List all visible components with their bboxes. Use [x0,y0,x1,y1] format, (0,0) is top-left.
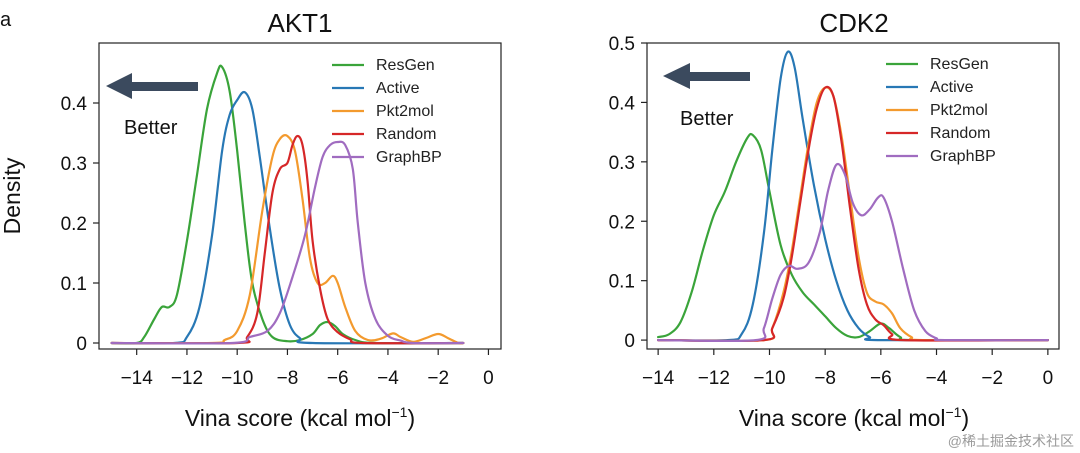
x-tick-label: −14 [121,368,154,389]
series-line-graphbp [110,140,465,345]
x-tick-label: −2 [981,368,1003,389]
y-tick-label: 0.2 [61,214,87,235]
better-label: Better [680,108,734,130]
arrow-shaft [682,72,750,81]
legend-label: ResGen [376,57,435,74]
x-axis-label-exponent: −1 [946,404,962,420]
series-line-random [657,85,1049,343]
legend-label: Pkt2mol [376,103,434,120]
legend-label: GraphBP [376,149,442,166]
legend-label: Active [930,79,974,96]
x-axis-label-main: Vina score (kcal mol [739,405,946,431]
y-tick-label: 0.2 [609,212,635,233]
x-axis-label-main: Vina score (kcal mol [185,405,392,431]
x-tick-label: −8 [277,368,299,389]
x-tick-label: −10 [753,368,785,389]
legend-label: Random [376,126,436,143]
y-axis: 0 0.1 0.2 0.3 0.4 0.5 [609,34,647,352]
y-tick-label: 0.3 [61,154,87,175]
plot-frame [646,42,1060,350]
legend-label: Pkt2mol [930,102,988,119]
x-tick-label: −8 [814,368,836,389]
better-label: Better [124,117,178,139]
x-axis: −14 −12 −10 −8 −6 −4 −2 0 [121,349,494,389]
legend-label: Active [376,80,420,97]
x-tick-label: −6 [327,368,349,389]
x-axis-label-close: ) [407,405,415,431]
x-axis-label: Vina score (kcal mol−1) [185,404,415,431]
chart-panel-akt1: AKT1 0 0.1 0.2 0.3 0.4 −14 −12 −10 −8 −6 −4 −2 0 Re… [0,8,502,431]
series-line-graphbp [657,162,1049,343]
x-tick-label: −2 [427,368,449,389]
x-tick-label: 0 [483,368,494,389]
series-line-active [657,50,1049,342]
watermark: @稀土掘金技术社区 [948,433,1074,449]
x-axis-label-close: ) [961,405,969,431]
x-tick-label: −6 [870,368,892,389]
x-tick-label: −12 [698,368,730,389]
y-tick-label: 0.1 [61,274,87,295]
better-arrow: Better [106,73,198,139]
x-tick-label: −4 [926,368,948,389]
legend-label: GraphBP [930,148,996,165]
plot-frame [98,42,502,350]
series-line-active [110,90,465,345]
series-line-resgen [110,64,465,345]
chart-title: AKT1 [267,8,332,38]
legend-label: Random [930,125,990,142]
x-tick-label: −10 [221,368,253,389]
panel-letter: a [0,9,12,31]
x-tick-label: −14 [642,368,675,389]
series-lines [110,64,465,345]
y-tick-label: 0.4 [61,94,88,115]
chart-title: CDK2 [819,8,888,38]
y-tick-label: 0.3 [609,153,635,174]
series-line-random [110,134,465,345]
y-tick-label: 0.1 [609,272,635,293]
better-arrow: Better [663,63,750,130]
y-tick-label: 0.5 [609,34,635,55]
x-axis-label-exponent: −1 [392,404,408,420]
chart-panel-cdk2: CDK2 00.10.20.30.40.5 −14 −12 −10 −8 −6 −4 −2 0… [609,8,1060,431]
arrow-shaft [124,82,198,91]
legend-label: ResGen [930,56,989,73]
legend: ResGen Active Pkt2mol Random GraphBP [332,57,442,166]
x-axis: −14 −12 −10 −8 −6 −4 −2 0 [642,349,1053,389]
x-tick-label: −12 [171,368,203,389]
y-tick-label: 0 [624,331,635,352]
y-tick-label: 0 [76,334,87,355]
legend: ResGen Active Pkt2mol Random GraphBP [886,56,996,165]
arrow-head-icon [663,63,690,89]
y-axis-label: Density [0,157,25,234]
series-lines [657,50,1049,343]
x-axis-label: Vina score (kcal mol−1) [739,404,969,431]
x-tick-label: −4 [377,368,399,389]
y-axis: 0 0.1 0.2 0.3 0.4 [61,94,99,355]
arrow-head-icon [106,73,132,99]
y-tick-label: 0.4 [609,93,636,114]
x-tick-label: 0 [1043,368,1054,389]
series-line-pkt2mol [110,134,465,345]
